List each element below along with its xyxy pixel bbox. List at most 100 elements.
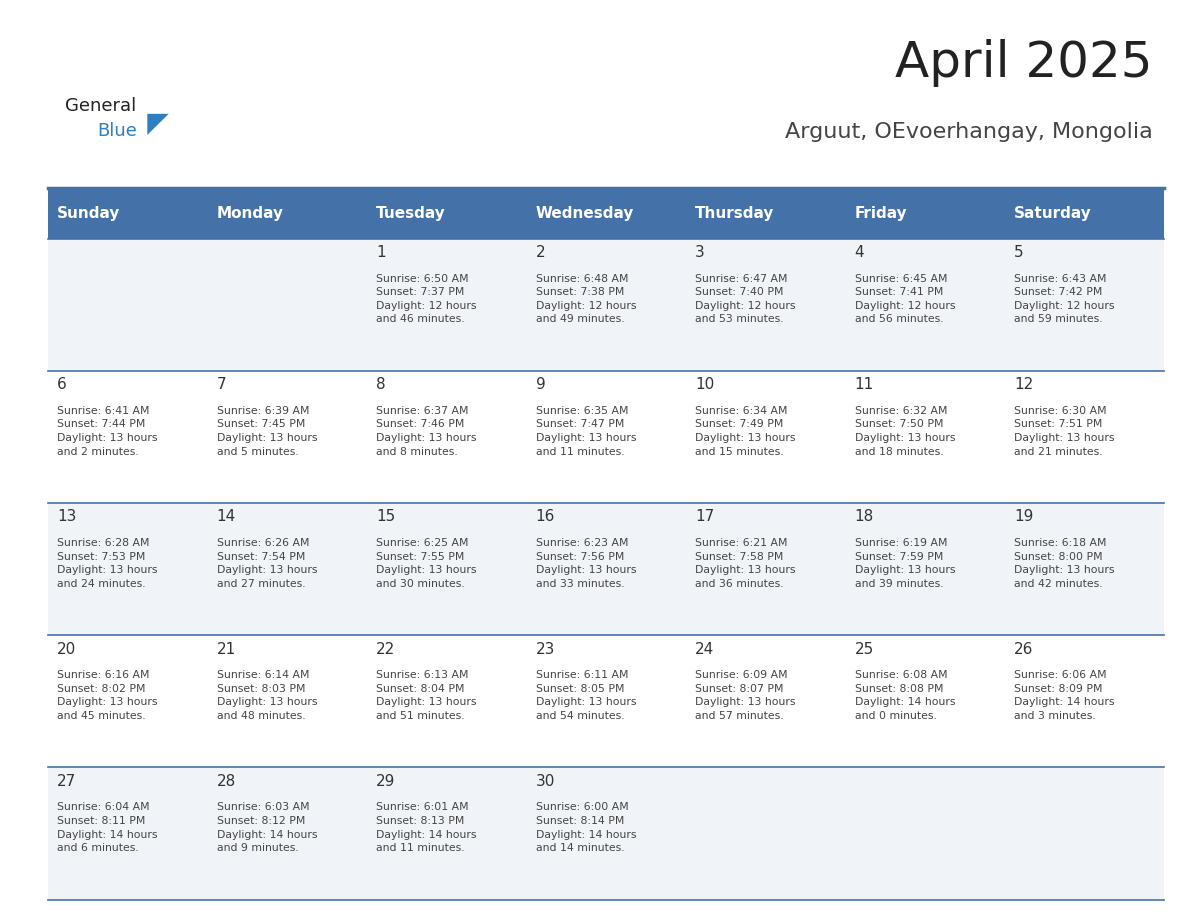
FancyBboxPatch shape bbox=[367, 767, 526, 900]
Text: Sunrise: 6:21 AM
Sunset: 7:58 PM
Daylight: 13 hours
and 36 minutes.: Sunrise: 6:21 AM Sunset: 7:58 PM Dayligh… bbox=[695, 538, 796, 588]
FancyBboxPatch shape bbox=[526, 635, 685, 767]
Text: 22: 22 bbox=[377, 642, 396, 656]
FancyBboxPatch shape bbox=[367, 239, 526, 371]
FancyBboxPatch shape bbox=[685, 371, 845, 503]
FancyBboxPatch shape bbox=[845, 635, 1005, 767]
FancyBboxPatch shape bbox=[845, 371, 1005, 503]
FancyBboxPatch shape bbox=[845, 239, 1005, 371]
Text: 4: 4 bbox=[854, 245, 865, 260]
Text: Sunrise: 6:00 AM
Sunset: 8:14 PM
Daylight: 14 hours
and 14 minutes.: Sunrise: 6:00 AM Sunset: 8:14 PM Dayligh… bbox=[536, 802, 636, 853]
Text: 15: 15 bbox=[377, 509, 396, 524]
Text: Sunrise: 6:37 AM
Sunset: 7:46 PM
Daylight: 13 hours
and 8 minutes.: Sunrise: 6:37 AM Sunset: 7:46 PM Dayligh… bbox=[377, 406, 476, 456]
Text: Sunrise: 6:50 AM
Sunset: 7:37 PM
Daylight: 12 hours
and 46 minutes.: Sunrise: 6:50 AM Sunset: 7:37 PM Dayligh… bbox=[377, 274, 476, 324]
Text: 19: 19 bbox=[1015, 509, 1034, 524]
Text: Monday: Monday bbox=[216, 206, 284, 221]
FancyBboxPatch shape bbox=[48, 635, 207, 767]
FancyBboxPatch shape bbox=[526, 503, 685, 635]
FancyBboxPatch shape bbox=[845, 503, 1005, 635]
FancyBboxPatch shape bbox=[685, 767, 845, 900]
Text: 9: 9 bbox=[536, 377, 545, 392]
Text: Blue: Blue bbox=[97, 122, 138, 140]
Text: Sunrise: 6:23 AM
Sunset: 7:56 PM
Daylight: 13 hours
and 33 minutes.: Sunrise: 6:23 AM Sunset: 7:56 PM Dayligh… bbox=[536, 538, 636, 588]
Text: 27: 27 bbox=[57, 774, 76, 789]
FancyBboxPatch shape bbox=[207, 767, 367, 900]
FancyBboxPatch shape bbox=[1005, 767, 1164, 900]
Text: Sunrise: 6:48 AM
Sunset: 7:38 PM
Daylight: 12 hours
and 49 minutes.: Sunrise: 6:48 AM Sunset: 7:38 PM Dayligh… bbox=[536, 274, 636, 324]
Text: Sunday: Sunday bbox=[57, 206, 120, 221]
Text: 16: 16 bbox=[536, 509, 555, 524]
Text: Sunrise: 6:32 AM
Sunset: 7:50 PM
Daylight: 13 hours
and 18 minutes.: Sunrise: 6:32 AM Sunset: 7:50 PM Dayligh… bbox=[854, 406, 955, 456]
Text: 26: 26 bbox=[1015, 642, 1034, 656]
Text: 29: 29 bbox=[377, 774, 396, 789]
FancyBboxPatch shape bbox=[367, 635, 526, 767]
FancyBboxPatch shape bbox=[685, 635, 845, 767]
Text: Sunrise: 6:47 AM
Sunset: 7:40 PM
Daylight: 12 hours
and 53 minutes.: Sunrise: 6:47 AM Sunset: 7:40 PM Dayligh… bbox=[695, 274, 796, 324]
Text: Sunrise: 6:06 AM
Sunset: 8:09 PM
Daylight: 14 hours
and 3 minutes.: Sunrise: 6:06 AM Sunset: 8:09 PM Dayligh… bbox=[1015, 670, 1114, 721]
Text: 3: 3 bbox=[695, 245, 704, 260]
Polygon shape bbox=[147, 114, 169, 135]
Text: Sunrise: 6:25 AM
Sunset: 7:55 PM
Daylight: 13 hours
and 30 minutes.: Sunrise: 6:25 AM Sunset: 7:55 PM Dayligh… bbox=[377, 538, 476, 588]
Text: Wednesday: Wednesday bbox=[536, 206, 634, 221]
FancyBboxPatch shape bbox=[685, 239, 845, 371]
Text: 18: 18 bbox=[854, 509, 874, 524]
FancyBboxPatch shape bbox=[48, 503, 207, 635]
Text: 10: 10 bbox=[695, 377, 714, 392]
Text: Saturday: Saturday bbox=[1015, 206, 1092, 221]
Text: Sunrise: 6:39 AM
Sunset: 7:45 PM
Daylight: 13 hours
and 5 minutes.: Sunrise: 6:39 AM Sunset: 7:45 PM Dayligh… bbox=[216, 406, 317, 456]
Text: Sunrise: 6:18 AM
Sunset: 8:00 PM
Daylight: 13 hours
and 42 minutes.: Sunrise: 6:18 AM Sunset: 8:00 PM Dayligh… bbox=[1015, 538, 1114, 588]
Text: Sunrise: 6:13 AM
Sunset: 8:04 PM
Daylight: 13 hours
and 51 minutes.: Sunrise: 6:13 AM Sunset: 8:04 PM Dayligh… bbox=[377, 670, 476, 721]
Text: Sunrise: 6:34 AM
Sunset: 7:49 PM
Daylight: 13 hours
and 15 minutes.: Sunrise: 6:34 AM Sunset: 7:49 PM Dayligh… bbox=[695, 406, 796, 456]
FancyBboxPatch shape bbox=[207, 503, 367, 635]
FancyBboxPatch shape bbox=[1005, 635, 1164, 767]
Text: Sunrise: 6:16 AM
Sunset: 8:02 PM
Daylight: 13 hours
and 45 minutes.: Sunrise: 6:16 AM Sunset: 8:02 PM Dayligh… bbox=[57, 670, 158, 721]
Text: Sunrise: 6:09 AM
Sunset: 8:07 PM
Daylight: 13 hours
and 57 minutes.: Sunrise: 6:09 AM Sunset: 8:07 PM Dayligh… bbox=[695, 670, 796, 721]
FancyBboxPatch shape bbox=[367, 503, 526, 635]
Text: Arguut, OEvoerhangay, Mongolia: Arguut, OEvoerhangay, Mongolia bbox=[784, 122, 1152, 142]
Text: 11: 11 bbox=[854, 377, 874, 392]
Text: 5: 5 bbox=[1015, 245, 1024, 260]
Text: 8: 8 bbox=[377, 377, 386, 392]
Text: 14: 14 bbox=[216, 509, 235, 524]
Text: April 2025: April 2025 bbox=[895, 39, 1152, 87]
FancyBboxPatch shape bbox=[1005, 503, 1164, 635]
FancyBboxPatch shape bbox=[48, 767, 207, 900]
Text: Sunrise: 6:01 AM
Sunset: 8:13 PM
Daylight: 14 hours
and 11 minutes.: Sunrise: 6:01 AM Sunset: 8:13 PM Dayligh… bbox=[377, 802, 476, 853]
Text: Tuesday: Tuesday bbox=[377, 206, 446, 221]
Text: Sunrise: 6:08 AM
Sunset: 8:08 PM
Daylight: 14 hours
and 0 minutes.: Sunrise: 6:08 AM Sunset: 8:08 PM Dayligh… bbox=[854, 670, 955, 721]
Text: 30: 30 bbox=[536, 774, 555, 789]
FancyBboxPatch shape bbox=[207, 239, 367, 371]
Text: Sunrise: 6:14 AM
Sunset: 8:03 PM
Daylight: 13 hours
and 48 minutes.: Sunrise: 6:14 AM Sunset: 8:03 PM Dayligh… bbox=[216, 670, 317, 721]
FancyBboxPatch shape bbox=[207, 371, 367, 503]
Text: General: General bbox=[65, 96, 137, 115]
Text: 17: 17 bbox=[695, 509, 714, 524]
FancyBboxPatch shape bbox=[845, 767, 1005, 900]
Text: 21: 21 bbox=[216, 642, 235, 656]
Text: 20: 20 bbox=[57, 642, 76, 656]
Text: Sunrise: 6:28 AM
Sunset: 7:53 PM
Daylight: 13 hours
and 24 minutes.: Sunrise: 6:28 AM Sunset: 7:53 PM Dayligh… bbox=[57, 538, 158, 588]
Text: Sunrise: 6:03 AM
Sunset: 8:12 PM
Daylight: 14 hours
and 9 minutes.: Sunrise: 6:03 AM Sunset: 8:12 PM Dayligh… bbox=[216, 802, 317, 853]
Text: 7: 7 bbox=[216, 377, 226, 392]
Text: 1: 1 bbox=[377, 245, 386, 260]
Text: Sunrise: 6:19 AM
Sunset: 7:59 PM
Daylight: 13 hours
and 39 minutes.: Sunrise: 6:19 AM Sunset: 7:59 PM Dayligh… bbox=[854, 538, 955, 588]
Text: 12: 12 bbox=[1015, 377, 1034, 392]
Text: 25: 25 bbox=[854, 642, 874, 656]
Text: Sunrise: 6:43 AM
Sunset: 7:42 PM
Daylight: 12 hours
and 59 minutes.: Sunrise: 6:43 AM Sunset: 7:42 PM Dayligh… bbox=[1015, 274, 1114, 324]
Text: Sunrise: 6:35 AM
Sunset: 7:47 PM
Daylight: 13 hours
and 11 minutes.: Sunrise: 6:35 AM Sunset: 7:47 PM Dayligh… bbox=[536, 406, 636, 456]
FancyBboxPatch shape bbox=[207, 635, 367, 767]
FancyBboxPatch shape bbox=[526, 239, 685, 371]
Text: Sunrise: 6:26 AM
Sunset: 7:54 PM
Daylight: 13 hours
and 27 minutes.: Sunrise: 6:26 AM Sunset: 7:54 PM Dayligh… bbox=[216, 538, 317, 588]
FancyBboxPatch shape bbox=[526, 767, 685, 900]
FancyBboxPatch shape bbox=[48, 188, 1164, 239]
FancyBboxPatch shape bbox=[1005, 239, 1164, 371]
Text: Sunrise: 6:45 AM
Sunset: 7:41 PM
Daylight: 12 hours
and 56 minutes.: Sunrise: 6:45 AM Sunset: 7:41 PM Dayligh… bbox=[854, 274, 955, 324]
Text: Sunrise: 6:30 AM
Sunset: 7:51 PM
Daylight: 13 hours
and 21 minutes.: Sunrise: 6:30 AM Sunset: 7:51 PM Dayligh… bbox=[1015, 406, 1114, 456]
Text: Thursday: Thursday bbox=[695, 206, 775, 221]
Text: Sunrise: 6:04 AM
Sunset: 8:11 PM
Daylight: 14 hours
and 6 minutes.: Sunrise: 6:04 AM Sunset: 8:11 PM Dayligh… bbox=[57, 802, 158, 853]
FancyBboxPatch shape bbox=[48, 239, 207, 371]
Text: 23: 23 bbox=[536, 642, 555, 656]
Text: 2: 2 bbox=[536, 245, 545, 260]
FancyBboxPatch shape bbox=[685, 503, 845, 635]
FancyBboxPatch shape bbox=[1005, 371, 1164, 503]
FancyBboxPatch shape bbox=[367, 371, 526, 503]
FancyBboxPatch shape bbox=[48, 371, 207, 503]
